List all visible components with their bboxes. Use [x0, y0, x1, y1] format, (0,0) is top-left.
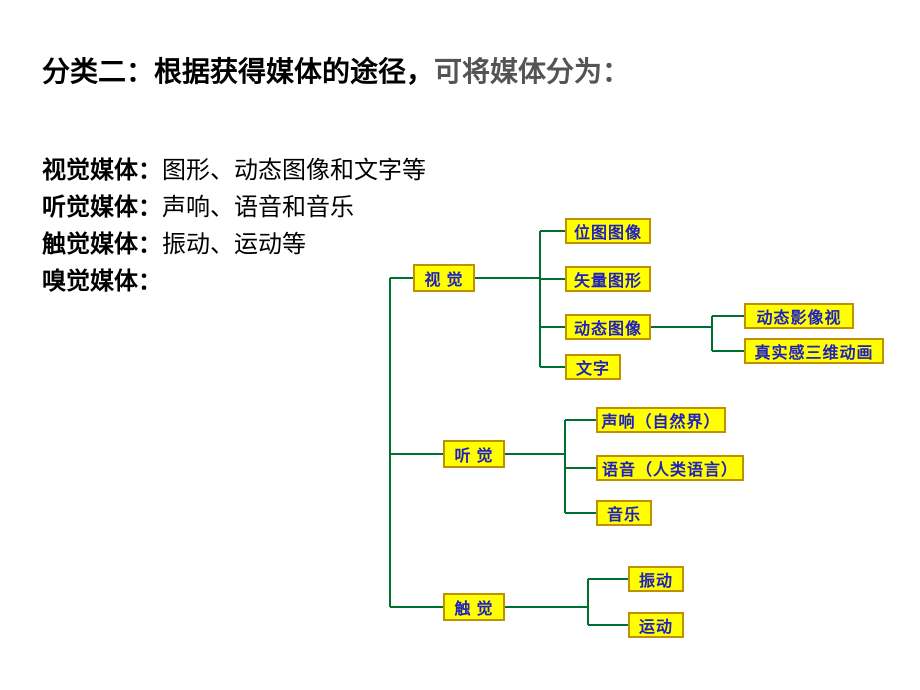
- node-vector: 矢量图形: [565, 266, 651, 292]
- definition-label: 视觉媒体：: [42, 158, 162, 184]
- definition-label: 嗅觉媒体：: [42, 269, 162, 295]
- definition-line-audio: 听觉媒体：声响、语音和音乐: [42, 187, 354, 222]
- node-sound: 声响（自然界）: [596, 407, 726, 433]
- node-voice: 语音（人类语言）: [596, 455, 744, 481]
- node-audio: 听 觉: [443, 440, 505, 468]
- node-bitmap: 位图图像: [565, 218, 651, 244]
- node-motion: 运动: [628, 612, 684, 638]
- definition-label: 触觉媒体：: [42, 232, 162, 258]
- definition-label: 听觉媒体：: [42, 195, 162, 221]
- node-visual: 视 觉: [413, 264, 475, 292]
- definition-desc: 图形、动态图像和文字等: [162, 158, 426, 184]
- canvas: { "title": { "prefix": "分类二：根据获得媒体的途径，",…: [0, 0, 920, 690]
- node-dynamic-image: 动态图像: [565, 314, 651, 340]
- node-3d-animation: 真实感三维动画: [744, 338, 884, 364]
- definition-line-touch: 触觉媒体：振动、运动等: [42, 224, 306, 259]
- definition-line-visual: 视觉媒体：图形、动态图像和文字等: [42, 150, 426, 185]
- node-music: 音乐: [596, 500, 652, 526]
- node-text: 文字: [565, 354, 621, 380]
- node-dynamic-video: 动态影像视: [744, 303, 854, 329]
- page-title: 分类二：根据获得媒体的途径，可将媒体分为：: [42, 50, 630, 90]
- title-prefix: 分类二：根据获得媒体的途径，: [42, 57, 434, 88]
- node-touch: 触 觉: [443, 593, 505, 621]
- definition-desc: 声响、语音和音乐: [162, 195, 354, 221]
- title-suffix: 可将媒体分为：: [434, 57, 630, 88]
- definition-desc: 振动、运动等: [162, 232, 306, 258]
- definition-line-smell: 嗅觉媒体：: [42, 261, 162, 296]
- node-vibration: 振动: [628, 566, 684, 592]
